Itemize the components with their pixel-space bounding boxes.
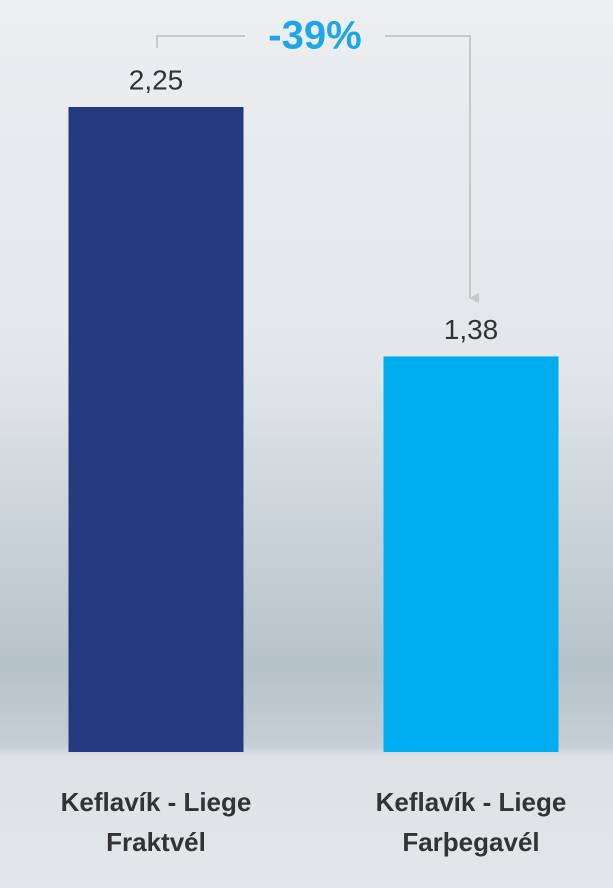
bar [69, 107, 244, 752]
connector-arrow [385, 36, 470, 298]
connector [157, 36, 245, 48]
change-annotation: -39% [268, 14, 361, 58]
bar [384, 356, 559, 752]
value-label: 1,38 [444, 314, 499, 345]
chart: -39% 2,25 1,38 Keflavík - Liege Fraktvél K… [0, 0, 613, 888]
x-tick-label: Keflavík - Liege Fraktvél [31, 782, 281, 862]
x-tick-label: Keflavík - Liege Farþegavél [346, 782, 596, 862]
value-label: 2,25 [129, 64, 184, 95]
chart-svg: -39% 2,25 1,38 [0, 0, 613, 888]
